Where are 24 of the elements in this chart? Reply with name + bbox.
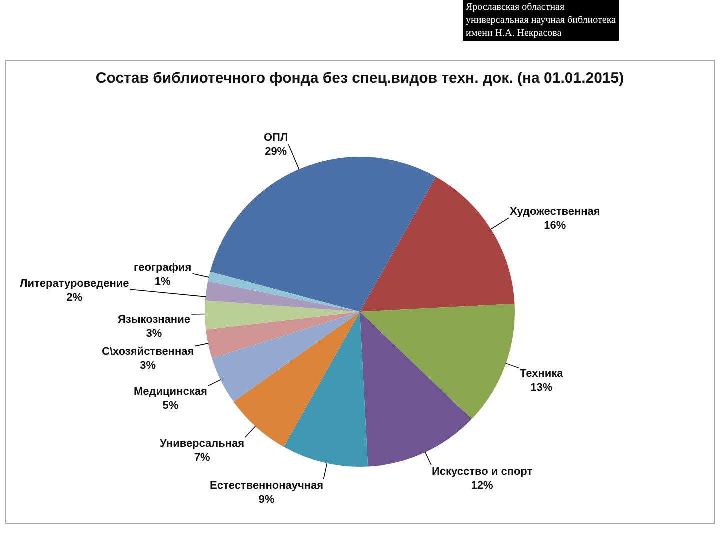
data-label: 3% bbox=[140, 360, 156, 372]
slice-label: ОПЛ bbox=[264, 132, 288, 144]
slice-label: Литературоведение bbox=[20, 278, 130, 290]
data-label: 3% bbox=[146, 328, 162, 340]
slice-label: Искусство и спорт bbox=[432, 466, 534, 478]
slice-label: Языкознание bbox=[118, 314, 190, 326]
slice-label: Естественнонаучная bbox=[210, 480, 324, 492]
data-label: 29% bbox=[265, 146, 288, 158]
slice-label: Универсальная bbox=[160, 438, 245, 450]
data-label: 7% bbox=[194, 452, 210, 464]
chart-title: Состав библиотечного фонда без спец.видов техн. док. (на 01.01.2015) bbox=[94, 70, 626, 87]
slice-label: Медицинская bbox=[134, 386, 208, 398]
data-label: 13% bbox=[530, 382, 553, 394]
text: Ярославская областная универсальная научная библиотека имени Н.А. Некрасова bbox=[463, 0, 619, 41]
data-label: 5% bbox=[162, 400, 179, 412]
slice-label: география bbox=[134, 262, 192, 274]
data-label: 9% bbox=[258, 494, 275, 506]
data-label: 16% bbox=[544, 220, 566, 232]
slice-label: Художественная bbox=[510, 206, 600, 218]
data-label: 2% bbox=[66, 292, 83, 304]
data-label: 1% bbox=[154, 276, 171, 288]
slice-label: С\хозяйственная bbox=[102, 346, 194, 358]
slice-label: Техника bbox=[520, 368, 564, 380]
data-label: 12% bbox=[471, 480, 494, 492]
